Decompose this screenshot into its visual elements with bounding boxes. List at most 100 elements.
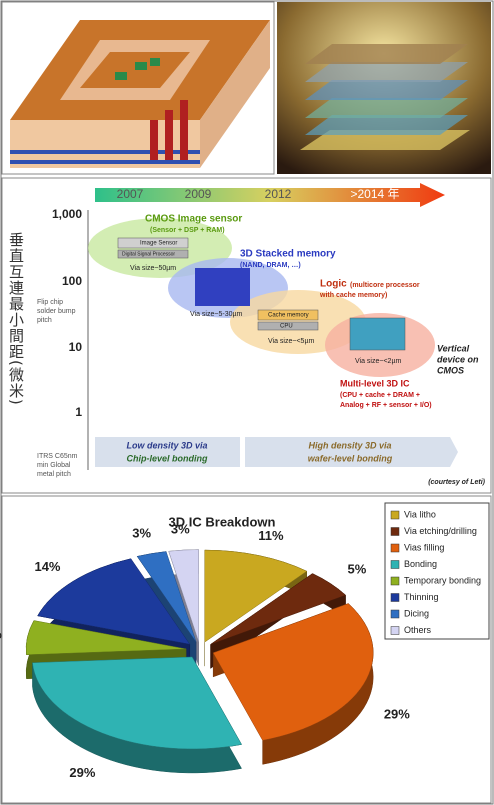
layer xyxy=(10,160,200,164)
data-label: 29% xyxy=(69,765,95,780)
via: Via size~<2µm xyxy=(355,358,401,365)
stage-detail: (multicore processor xyxy=(350,282,420,289)
via: Via size~50µm xyxy=(130,265,176,272)
slice xyxy=(168,549,199,642)
memory-cube xyxy=(195,268,250,306)
chip-layer xyxy=(117,237,189,249)
legend-label: Bonding xyxy=(404,559,437,569)
data-label: 5% xyxy=(348,562,367,577)
vertical-note: device on xyxy=(437,354,479,364)
stack-layer xyxy=(305,115,468,135)
stack-layer xyxy=(305,98,468,118)
slice xyxy=(25,620,187,655)
chip-layer xyxy=(117,249,189,259)
via xyxy=(165,110,173,160)
legend-swatch xyxy=(390,510,400,520)
y-label: 1,000 xyxy=(52,207,82,221)
slice xyxy=(212,603,374,741)
chip-side xyxy=(200,20,270,168)
data-label: 6% xyxy=(0,626,2,641)
legend-label: Vias filling xyxy=(404,542,444,552)
y-label: 1 xyxy=(75,405,82,419)
note: metal pitch xyxy=(37,471,71,478)
legend-swatch xyxy=(390,609,400,619)
year: 2012 xyxy=(265,187,292,201)
legend-label: Via litho xyxy=(404,509,436,519)
year: 2007 xyxy=(117,187,144,201)
legend-swatch xyxy=(390,527,400,536)
data-label: 11% xyxy=(258,528,284,543)
legend-label: Dicing xyxy=(404,608,429,618)
legend-swatch xyxy=(390,593,400,602)
note: ITRS C65nm xyxy=(37,453,78,460)
data-label: 3% xyxy=(132,526,151,541)
stage-detail: Analog + RF + sensor + I/O) xyxy=(340,402,432,409)
band-label: Low density 3D via xyxy=(126,440,207,450)
data-label: 3% xyxy=(171,521,190,536)
part: Image Sensor xyxy=(140,241,177,247)
stack-layer xyxy=(305,62,468,82)
stage-title: 3D Stacked memory xyxy=(240,249,336,260)
stage-title: Logic xyxy=(320,279,347,290)
chip-stack xyxy=(349,317,406,351)
band-label: Chip-level bonding xyxy=(127,453,208,463)
stage-detail: (CPU + cache + DRAM + xyxy=(340,392,420,399)
band xyxy=(245,437,458,467)
chip-layer xyxy=(257,321,319,331)
y-label: 100 xyxy=(62,274,82,288)
stage-detail: (NAND, DRAM, …) xyxy=(240,262,301,269)
via: Via size~<5µm xyxy=(268,338,314,345)
legend-swatch xyxy=(390,543,400,553)
timeline-arrow xyxy=(95,183,445,207)
slice xyxy=(136,551,197,643)
legend-label: Others xyxy=(404,625,432,635)
part: Cache memory xyxy=(268,313,309,319)
year: >2014 年 xyxy=(350,187,399,201)
stack-layer xyxy=(305,80,468,100)
slice xyxy=(32,656,242,750)
legend-label: Via etching/drilling xyxy=(404,526,477,536)
slice xyxy=(210,573,347,645)
chart-title: 3D IC Breakdown xyxy=(169,514,276,529)
stage-title: Multi-level 3D IC xyxy=(340,378,410,388)
stage-detail: with cache memory) xyxy=(319,292,387,299)
stage-title: CMOS Image sensor xyxy=(145,214,242,225)
part: CPU xyxy=(280,324,293,330)
band-label: wafer-level bonding xyxy=(308,453,393,463)
die xyxy=(135,62,147,70)
band-label: High density 3D via xyxy=(308,440,391,450)
layer xyxy=(10,150,200,154)
via: Via size~5-30µm xyxy=(190,311,243,318)
vertical-note: CMOS xyxy=(437,365,464,375)
note: min Global xyxy=(37,462,71,469)
via xyxy=(180,100,188,160)
die xyxy=(150,58,160,66)
legend-label: Thinning xyxy=(404,592,439,602)
part: Digital Signal Processor xyxy=(122,251,175,257)
band xyxy=(95,437,240,467)
credit: (courtesy of Leti) xyxy=(428,479,485,486)
note: Flip chip xyxy=(37,299,63,306)
slice xyxy=(37,558,191,645)
vertical-note: Vertical xyxy=(437,343,470,353)
legend-swatch xyxy=(390,626,400,635)
data-label: 29% xyxy=(384,706,410,721)
via xyxy=(150,120,158,160)
die xyxy=(115,72,127,80)
legend-swatch xyxy=(390,560,400,569)
y-label: 10 xyxy=(69,340,83,354)
legend-swatch xyxy=(390,576,400,586)
slice xyxy=(204,549,308,643)
y-axis-label: 垂直互連最小間距(微米) xyxy=(7,232,25,406)
data-label: 14% xyxy=(34,559,60,574)
note: solder bump xyxy=(37,308,76,315)
legend xyxy=(384,502,490,640)
year: 2009 xyxy=(185,187,212,201)
legend-label: Temporary bonding xyxy=(404,575,481,585)
note: pitch xyxy=(37,317,52,324)
stage-detail: (Sensor + DSP + RAM) xyxy=(150,227,225,234)
chip-layer xyxy=(257,309,319,321)
